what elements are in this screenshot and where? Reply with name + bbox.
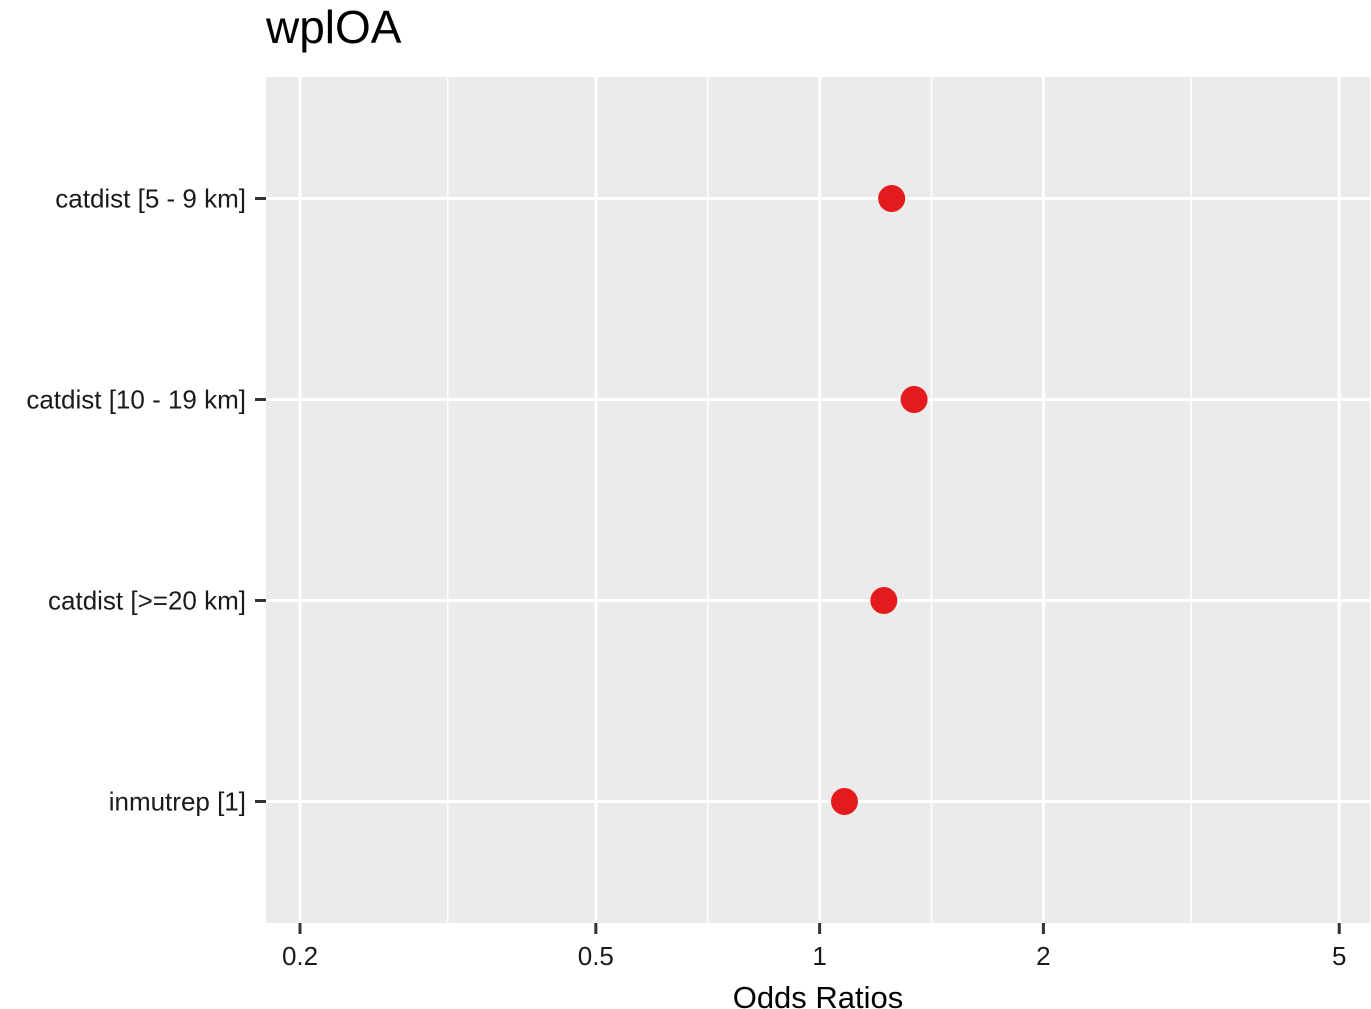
x-tick-label: 1: [812, 941, 826, 971]
data-point: [870, 587, 898, 614]
chart-title: wplOA: [265, 1, 402, 53]
y-tick-label: catdist [>=20 km]: [48, 586, 246, 616]
x-tick-label: 5: [1332, 941, 1346, 971]
x-axis-label: Odds Ratios: [733, 980, 904, 1009]
minor-gridlines: [446, 77, 1193, 923]
x-axis: 0.2 0.5 1 2 5: [282, 923, 1346, 971]
y-tick-label: inmutrep [1]: [109, 787, 246, 817]
y-tick-label: catdist [5 - 9 km]: [55, 184, 246, 214]
x-tick-label: 0.5: [578, 941, 614, 971]
major-gridlines: [266, 77, 1370, 923]
data-point: [878, 185, 906, 212]
data-point: [830, 788, 858, 815]
y-tick-label: catdist [10 - 19 km]: [26, 385, 246, 415]
x-tick-label: 2: [1036, 941, 1050, 971]
x-tick-label: 0.2: [282, 941, 318, 971]
data-point: [900, 386, 928, 413]
plot-panel: [266, 77, 1370, 923]
y-axis: catdist [5 - 9 km] catdist [10 - 19 km] ca…: [26, 184, 266, 817]
data-points: [830, 185, 928, 815]
